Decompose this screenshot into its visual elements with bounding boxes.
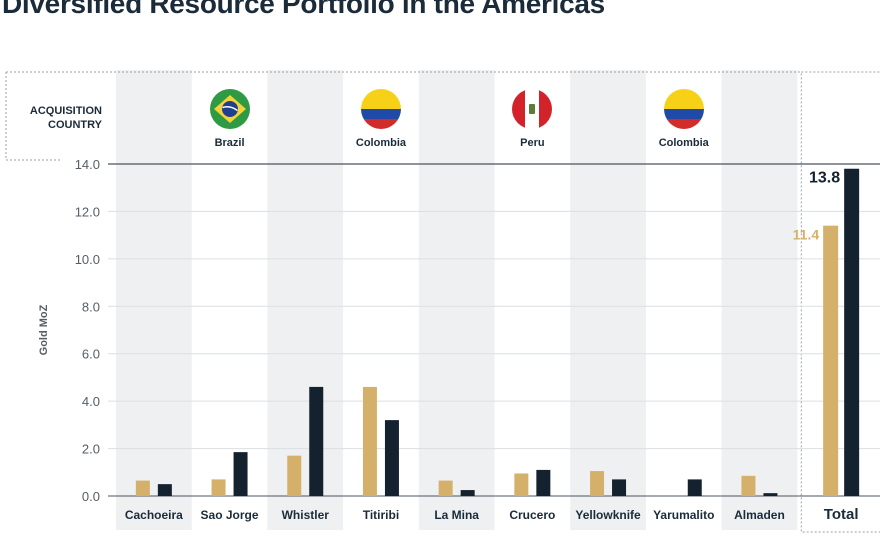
country-label: Colombia (658, 137, 709, 149)
bar-navy (384, 420, 399, 496)
bar-navy (844, 168, 860, 496)
page-title: Diversified Resource Portfolio in the Am… (2, 0, 605, 19)
y-tick-label: 6.0 (82, 347, 100, 362)
x-tick-label: Almaden (734, 508, 785, 522)
acquisition-country-label: ACQUISITION COUNTRY (6, 104, 102, 132)
bar-navy (460, 490, 475, 496)
column-bands (5, 70, 880, 533)
bars (135, 168, 860, 496)
peru-flag-icon (512, 89, 553, 129)
x-tick-label: Yellowknife (575, 508, 641, 522)
bar-gold (823, 225, 839, 496)
colombia-flag-icon (663, 89, 704, 129)
bar-gold (590, 471, 605, 496)
y-axis-label: Gold MoZ (38, 304, 50, 355)
y-tick-label: 8.0 (82, 299, 100, 314)
total-navy-data-label: 13.8 (809, 170, 840, 187)
bar-navy (309, 386, 324, 496)
country-label: Brazil (214, 137, 245, 149)
x-tick-label: Whistler (282, 508, 330, 522)
bar-gold (135, 480, 150, 496)
y-tick-label: 10.0 (75, 252, 100, 267)
bar-gold (438, 480, 453, 496)
colombia-flag-icon (360, 89, 401, 129)
axis-labels: 0.0 2.0 4.0 6.0 8.0 10.0 12.0 14.0 Gold MoZ Cacho… (38, 157, 859, 523)
bar-navy (157, 484, 172, 496)
column-band (721, 70, 798, 530)
bar-gold (362, 386, 377, 496)
y-tick-label: 12.0 (75, 204, 100, 219)
y-tick-label: 4.0 (82, 394, 100, 409)
column-band (418, 70, 495, 530)
bar-gold (211, 479, 226, 496)
x-tick-label: Yarumalito (653, 508, 714, 522)
bar-navy (233, 452, 248, 496)
bar-navy (612, 479, 627, 496)
column-band (116, 70, 192, 530)
acquisition-label-line2: COUNTRY (48, 119, 102, 131)
y-tick-label: 0.0 (82, 489, 100, 504)
bar-gold (741, 475, 756, 496)
x-tick-label: Total (824, 506, 859, 523)
country-label: Colombia (355, 137, 406, 149)
brazil-flag-icon (209, 89, 250, 129)
x-tick-label: Cachoeira (125, 508, 183, 522)
y-tick-label: 14.0 (75, 157, 100, 172)
bar-navy (687, 479, 702, 496)
bar-navy (536, 469, 551, 496)
total-column-border (800, 71, 880, 533)
country-label: Peru (520, 137, 545, 149)
total-gold-data-label: 11.4 (793, 227, 820, 243)
bar-navy (763, 493, 778, 496)
bar-gold (514, 473, 529, 496)
x-tick-label: Crucero (509, 508, 555, 522)
acquisition-label-line1: ACQUISITION (29, 105, 102, 117)
x-tick-label: La Mina (434, 508, 479, 522)
x-tick-label: Sao Jorge (201, 508, 259, 522)
column-band (267, 70, 344, 530)
x-tick-label: Titiribi (363, 508, 399, 522)
y-tick-label: 2.0 (82, 442, 100, 457)
column-band (570, 70, 646, 530)
bar-gold (287, 455, 302, 496)
